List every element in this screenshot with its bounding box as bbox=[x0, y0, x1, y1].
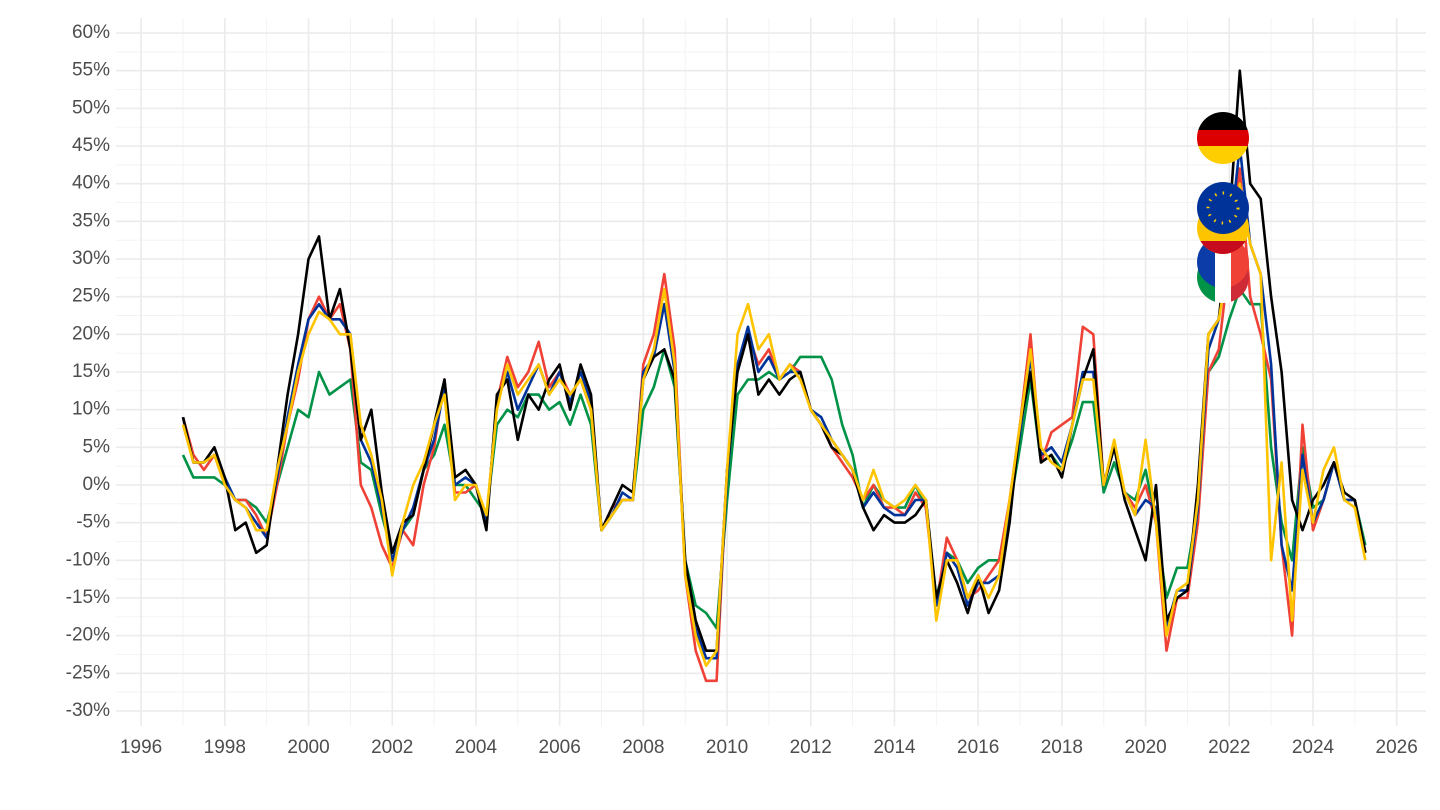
x-tick-label: 2004 bbox=[455, 737, 498, 758]
y-tick-label: -10% bbox=[66, 549, 110, 570]
x-tick-label: 2006 bbox=[539, 737, 581, 758]
flag-eu bbox=[1197, 182, 1249, 234]
x-tick-label: 2024 bbox=[1292, 737, 1335, 758]
y-tick-label: 50% bbox=[72, 97, 110, 118]
y-tick-label: -25% bbox=[66, 662, 110, 683]
x-tick-label: 2012 bbox=[790, 737, 832, 758]
y-tick-label: -30% bbox=[66, 700, 110, 721]
y-tick-label: -20% bbox=[66, 625, 110, 646]
series-line bbox=[181, 69, 1367, 652]
x-tick-label: 2018 bbox=[1041, 737, 1083, 758]
x-tick-label: 2000 bbox=[287, 737, 329, 758]
y-tick-label: 20% bbox=[72, 323, 110, 344]
x-tick-label: 1996 bbox=[120, 737, 162, 758]
flags bbox=[1197, 112, 1249, 303]
y-tick-label: 45% bbox=[72, 135, 110, 156]
series-line bbox=[181, 167, 1367, 683]
y-tick-label: 15% bbox=[72, 361, 110, 382]
y-tick-label: 25% bbox=[72, 286, 110, 307]
y-tick-label: -15% bbox=[66, 587, 110, 608]
y-tick-label: 30% bbox=[72, 248, 110, 269]
series-line bbox=[181, 144, 1367, 660]
x-tick-label: 2010 bbox=[706, 737, 748, 758]
x-tick-label: 2016 bbox=[957, 737, 999, 758]
series-line bbox=[181, 182, 1367, 667]
series-line bbox=[181, 287, 1367, 630]
y-tick-label: 35% bbox=[72, 210, 110, 231]
y-tick-label: 60% bbox=[72, 22, 110, 43]
x-tick-label: 1998 bbox=[204, 737, 246, 758]
y-tick-label: 5% bbox=[83, 436, 111, 457]
y-tick-label: 55% bbox=[72, 60, 110, 81]
x-tick-label: 2020 bbox=[1124, 737, 1166, 758]
y-tick-label: -5% bbox=[76, 512, 110, 533]
x-tick-label: 2022 bbox=[1208, 737, 1250, 758]
x-tick-label: 2026 bbox=[1376, 737, 1418, 758]
y-tick-label: 40% bbox=[72, 173, 110, 194]
x-tick-label: 2014 bbox=[873, 737, 916, 758]
x-tick-label: 2002 bbox=[371, 737, 413, 758]
lines bbox=[181, 69, 1367, 683]
y-tick-label: 10% bbox=[72, 399, 110, 420]
x-tick-label: 2008 bbox=[622, 737, 664, 758]
y-tick-label: 0% bbox=[83, 474, 111, 495]
flag-germany bbox=[1197, 112, 1249, 164]
